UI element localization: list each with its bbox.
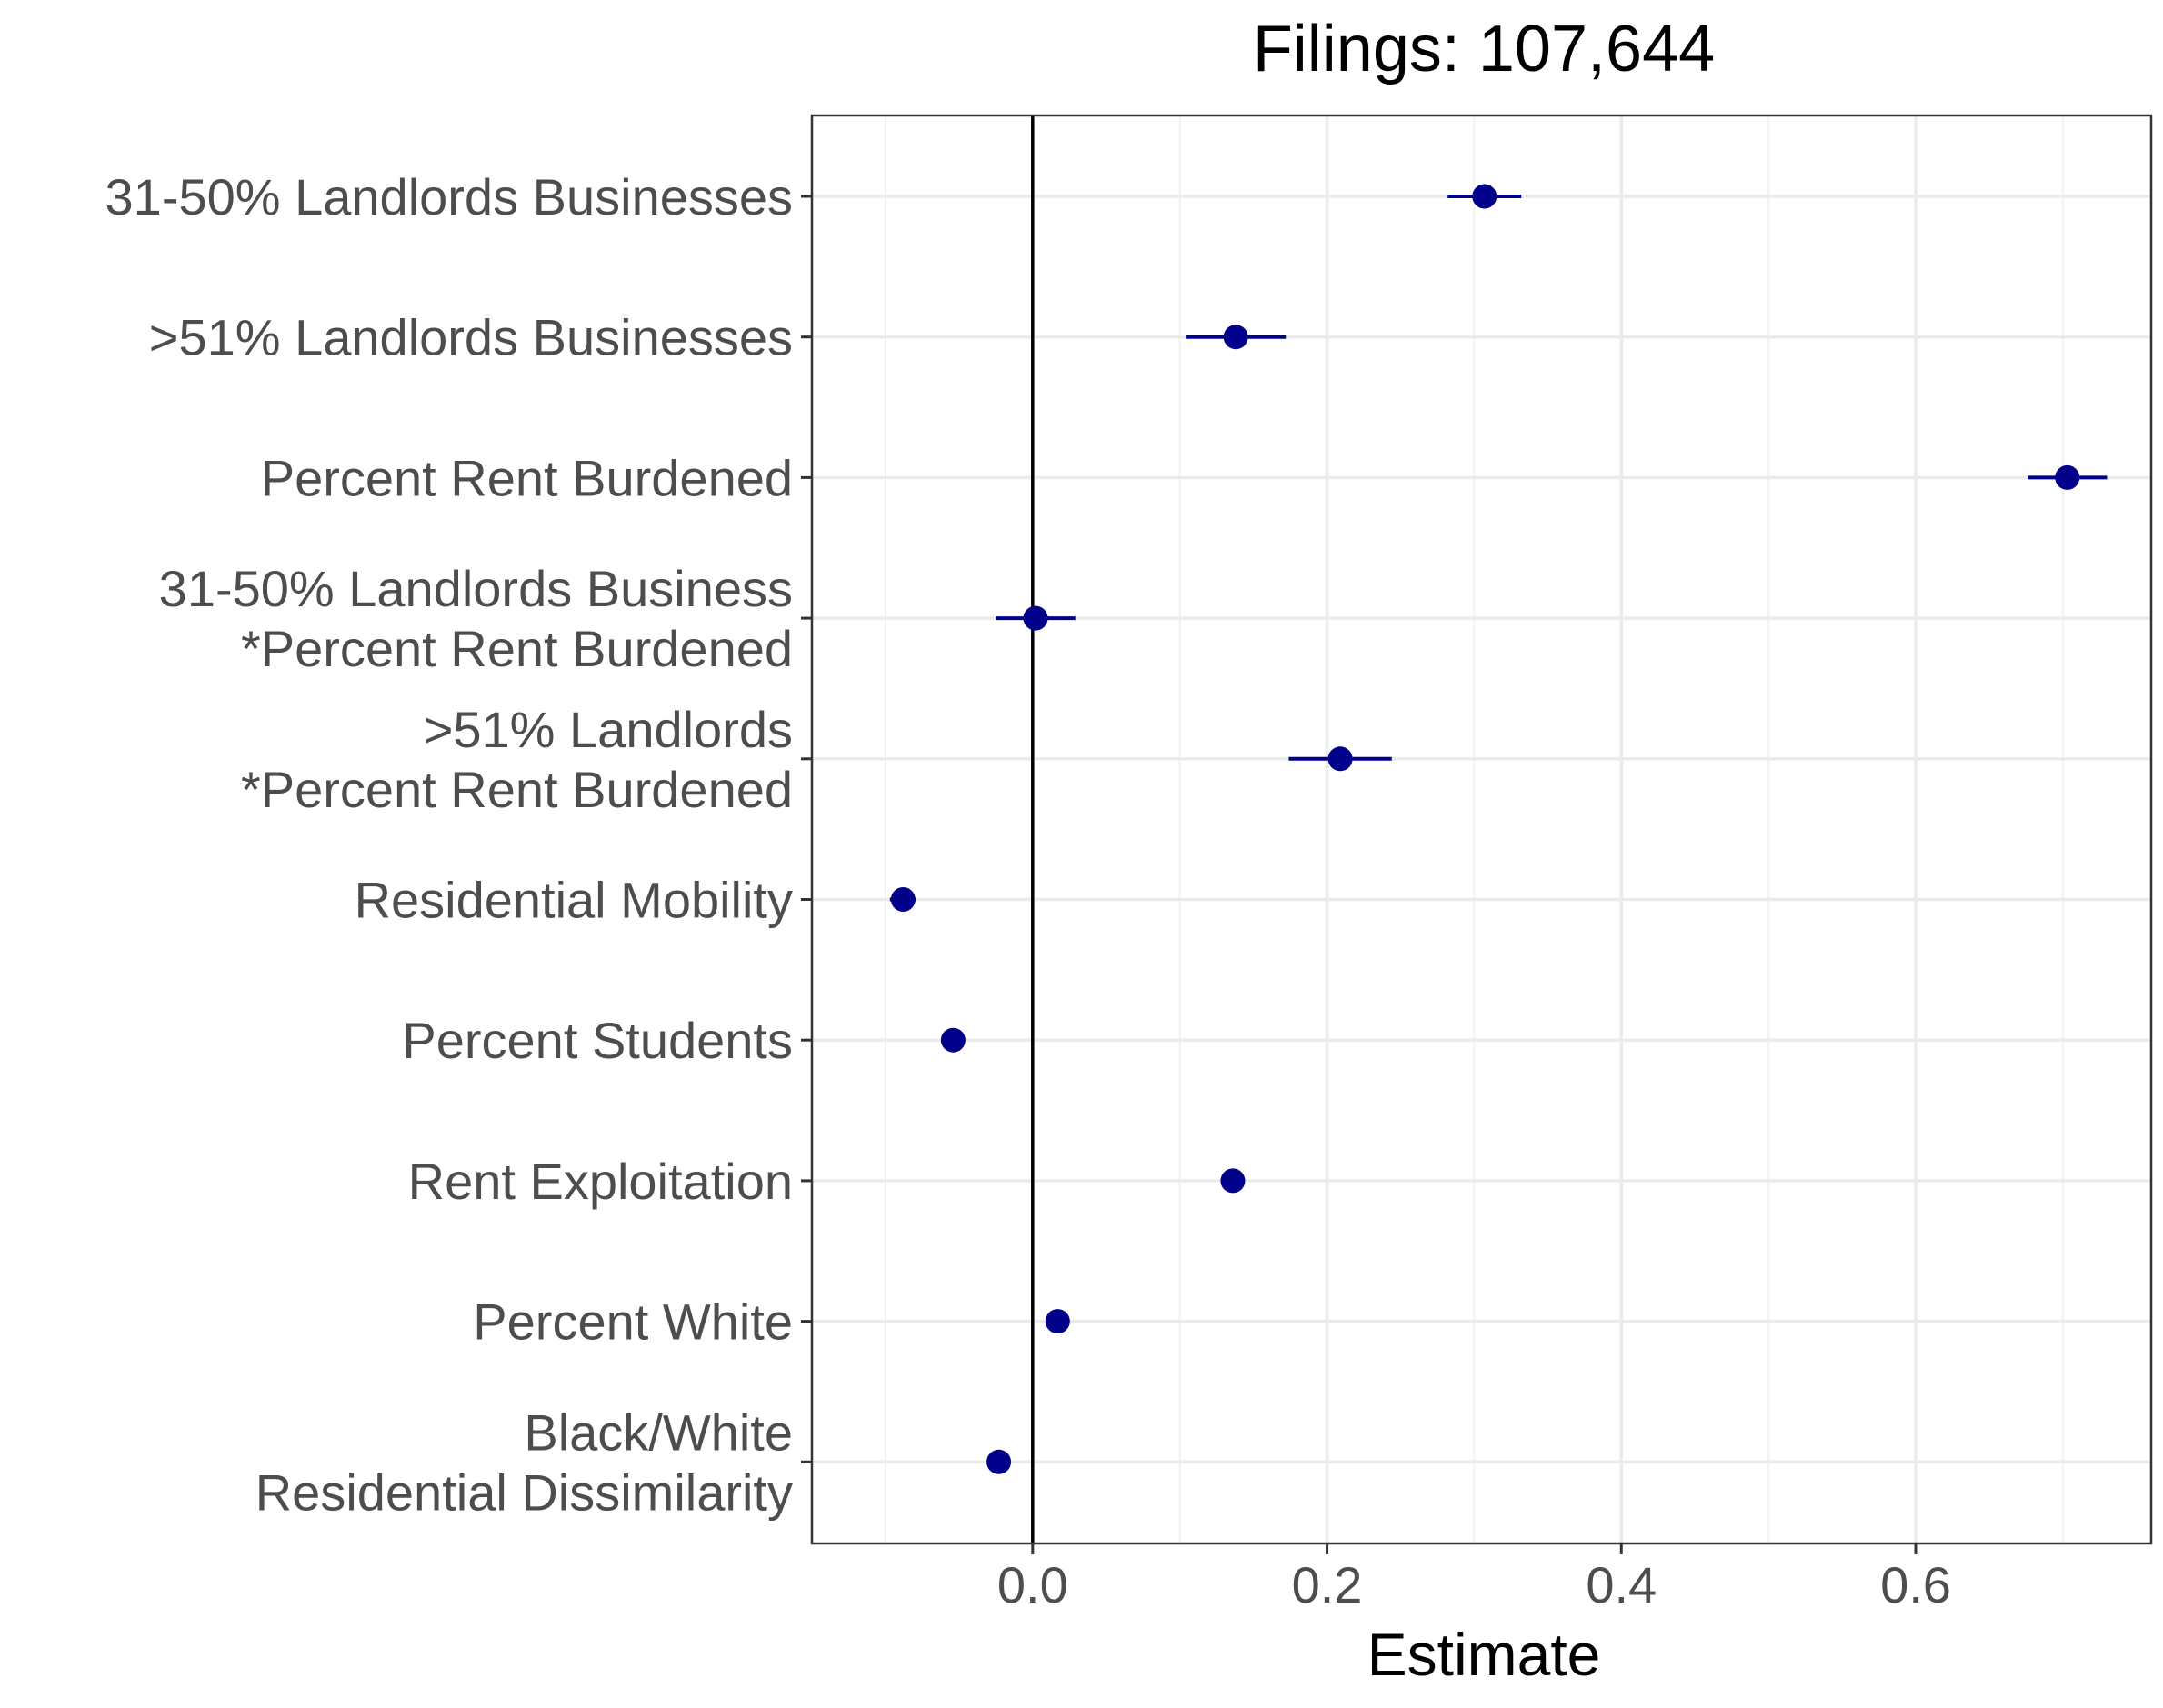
marks-layer	[889, 115, 2108, 1543]
y-tick-label: Percent White	[473, 1293, 793, 1351]
y-tick-label-line: Rent Exploitation	[408, 1153, 793, 1210]
y-tick-label: Percent Students	[402, 1012, 793, 1069]
estimate-point	[1327, 746, 1353, 772]
y-tick-label: >51% Landlords *Percent Rent Burdened	[241, 701, 793, 818]
estimate-point	[1220, 1168, 1246, 1194]
grid-layer	[812, 115, 2151, 1543]
y-tick-label: 31-50% Landlords Businesses	[105, 168, 793, 225]
y-tick-label-line: Residential Mobility	[355, 872, 793, 929]
x-tick-label: 0.0	[997, 1556, 1068, 1613]
axes-layer: 31-50% Landlords Businesses >51% Landlord…	[105, 114, 2153, 1613]
y-tick-label-line: Residential Dissimilarity	[255, 1463, 793, 1521]
y-tick-label-line: Percent Rent Burdened	[261, 449, 793, 506]
chart-title: Filings: 107,644	[1253, 13, 1715, 85]
x-tick-label: 0.6	[1880, 1556, 1951, 1613]
x-axis-title: Estimate	[1367, 1621, 1601, 1688]
estimate-point	[2055, 464, 2080, 490]
x-tick-label: 0.4	[1586, 1556, 1657, 1613]
plot-panel-border	[810, 114, 2153, 1545]
y-tick-label-line: 31-50% Landlords Businesses	[105, 168, 793, 225]
y-tick-label-line: >51% Landlords Businesses	[149, 309, 793, 366]
y-tick-label: 31-50% Landlords Business *Percent Rent B…	[159, 560, 793, 677]
y-tick-label: Rent Exploitation	[408, 1153, 793, 1210]
y-tick-label-line: Percent White	[473, 1293, 793, 1351]
y-tick-label: Percent Rent Burdened	[261, 449, 793, 506]
y-tick-label-line: 31-50% Landlords Business	[159, 560, 793, 617]
x-tick-label: 0.2	[1292, 1556, 1363, 1613]
y-tick-label: Residential Mobility	[355, 872, 793, 929]
estimate-point	[890, 887, 916, 912]
y-tick-label: >51% Landlords Businesses	[149, 309, 793, 366]
estimate-point	[1045, 1309, 1070, 1334]
estimate-point	[1223, 325, 1248, 350]
y-tick-label-line: Black/White	[524, 1403, 793, 1461]
y-tick-label-line: >51% Landlords	[424, 701, 793, 758]
y-tick-label-line: Percent Students	[402, 1012, 793, 1069]
y-tick-label: Black/White Residential Dissimilarity	[255, 1403, 793, 1521]
estimate-point	[1472, 184, 1497, 209]
estimate-point	[1023, 605, 1048, 631]
y-tick-label-line: *Percent Rent Burdened	[241, 620, 793, 677]
estimate-point	[940, 1027, 966, 1053]
estimate-point	[986, 1449, 1012, 1474]
y-tick-label-line: *Percent Rent Burdened	[241, 761, 793, 818]
